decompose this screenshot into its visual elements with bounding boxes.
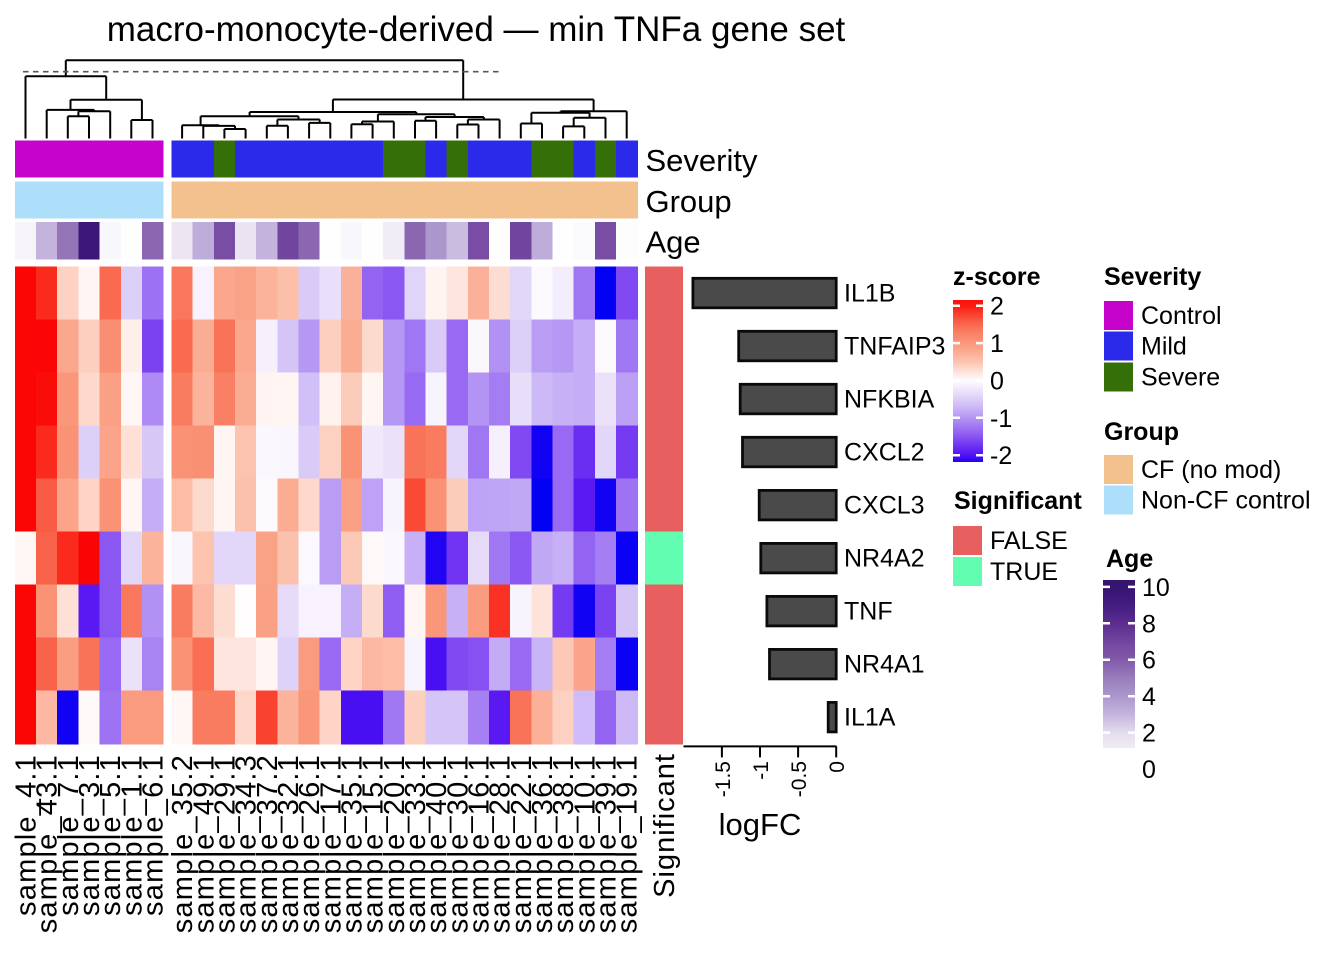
svg-text:Age: Age — [1106, 545, 1153, 573]
svg-text:sample_40.1: sample_40.1 — [421, 754, 453, 933]
svg-text:Mild: Mild — [1141, 333, 1187, 361]
svg-text:6: 6 — [1142, 647, 1156, 675]
svg-text:sample_10.1: sample_10.1 — [569, 754, 601, 933]
svg-text:-0.5: -0.5 — [788, 761, 811, 797]
svg-text:TRUE: TRUE — [990, 558, 1058, 586]
svg-text:sample_28.1: sample_28.1 — [485, 754, 517, 933]
svg-text:sample_30.1: sample_30.1 — [442, 754, 474, 933]
svg-text:sample_19.1: sample_19.1 — [612, 754, 644, 933]
svg-text:10: 10 — [1142, 574, 1170, 602]
svg-text:Group: Group — [1104, 418, 1179, 446]
svg-text:sample_5.1: sample_5.1 — [95, 754, 127, 916]
svg-text:0: 0 — [1142, 756, 1156, 784]
svg-text:TNF: TNF — [844, 598, 893, 626]
svg-text:8: 8 — [1142, 610, 1156, 638]
svg-text:sample_3.1: sample_3.1 — [74, 754, 106, 916]
svg-text:macro-monocyte-derived — min T: macro-monocyte-derived — min TNFa gene s… — [107, 10, 846, 49]
svg-text:sample_6.1: sample_6.1 — [138, 754, 170, 916]
svg-text:Significant: Significant — [954, 487, 1082, 515]
svg-text:sample_1.1: sample_1.1 — [116, 754, 148, 916]
svg-text:sample_49.1: sample_49.1 — [188, 754, 220, 933]
svg-text:CF (no mod): CF (no mod) — [1141, 456, 1281, 484]
svg-text:sample_15.1: sample_15.1 — [358, 754, 390, 933]
svg-text:-1: -1 — [990, 405, 1012, 433]
svg-text:2: 2 — [1142, 720, 1156, 748]
svg-text:Severity: Severity — [1104, 263, 1201, 291]
svg-text:FALSE: FALSE — [990, 527, 1068, 555]
svg-text:sample_29.1: sample_29.1 — [209, 754, 241, 933]
svg-text:sample_35.2: sample_35.2 — [167, 754, 199, 933]
svg-text:4: 4 — [1142, 683, 1156, 711]
svg-text:NR4A1: NR4A1 — [844, 651, 925, 679]
svg-text:NFKBIA: NFKBIA — [844, 386, 935, 414]
svg-text:0: 0 — [826, 761, 849, 773]
svg-text:sample_4.1: sample_4.1 — [11, 754, 43, 916]
svg-text:sample_32.1: sample_32.1 — [273, 754, 305, 933]
svg-text:IL1A: IL1A — [844, 704, 896, 732]
svg-text:sample_35.1: sample_35.1 — [336, 754, 368, 933]
svg-text:Severity: Severity — [646, 143, 758, 178]
svg-text:z-score: z-score — [953, 263, 1041, 291]
svg-text:sample_16.1: sample_16.1 — [464, 754, 496, 933]
svg-text:NR4A2: NR4A2 — [844, 545, 925, 573]
svg-text:IL1B: IL1B — [844, 280, 895, 308]
svg-text:TNFAIP3: TNFAIP3 — [844, 333, 945, 361]
svg-text:CXCL2: CXCL2 — [844, 439, 925, 467]
svg-text:sample_38.1: sample_38.1 — [548, 754, 580, 933]
svg-text:sample_22.1: sample_22.1 — [506, 754, 538, 933]
svg-text:-1.5: -1.5 — [712, 761, 735, 797]
svg-text:CXCL3: CXCL3 — [844, 492, 925, 520]
svg-text:Significant: Significant — [649, 753, 681, 898]
svg-text:0: 0 — [990, 367, 1004, 395]
svg-text:sample_34.3: sample_34.3 — [231, 754, 263, 933]
svg-text:Group: Group — [646, 184, 732, 219]
svg-text:Severe: Severe — [1141, 363, 1220, 391]
svg-text:-2: -2 — [990, 442, 1012, 470]
svg-text:sample_33.1: sample_33.1 — [400, 754, 432, 933]
svg-text:sample_17.1: sample_17.1 — [315, 754, 347, 933]
svg-text:Age: Age — [646, 225, 701, 260]
svg-text:sample_26.1: sample_26.1 — [294, 754, 326, 933]
svg-text:sample_7.1: sample_7.1 — [53, 754, 85, 916]
svg-text:Control: Control — [1141, 302, 1222, 330]
svg-text:1: 1 — [990, 330, 1004, 358]
svg-text:sample_43.1: sample_43.1 — [32, 754, 64, 933]
svg-text:sample_39.1: sample_39.1 — [591, 754, 623, 933]
svg-text:sample_37.2: sample_37.2 — [252, 754, 284, 933]
svg-text:Non-CF control: Non-CF control — [1141, 487, 1311, 515]
svg-text:sample_20.1: sample_20.1 — [379, 754, 411, 933]
svg-text:logFC: logFC — [719, 807, 802, 842]
svg-text:-1: -1 — [750, 761, 773, 780]
svg-text:sample_36.1: sample_36.1 — [527, 754, 559, 933]
svg-text:2: 2 — [990, 293, 1004, 321]
